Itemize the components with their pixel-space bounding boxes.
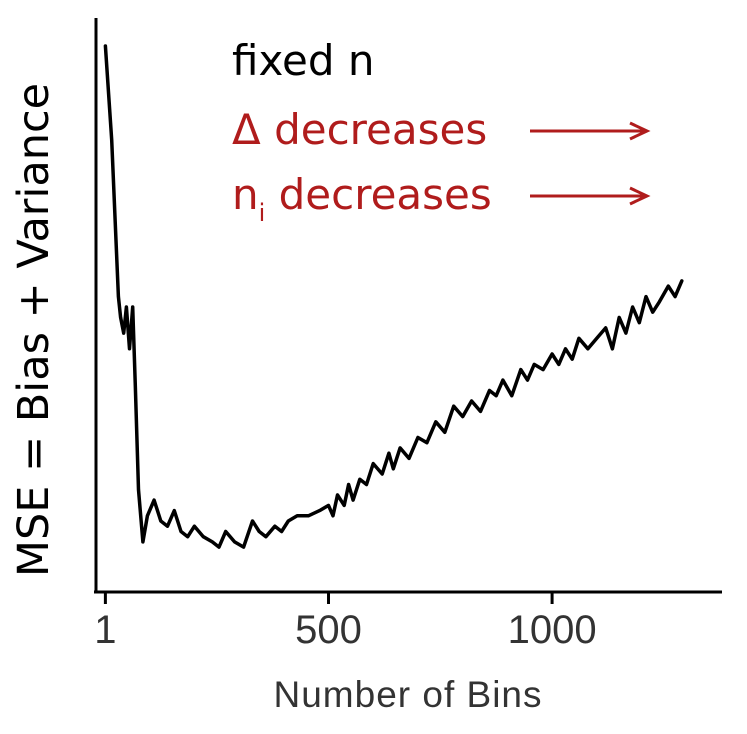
annotation-fixed-n: fixed n xyxy=(232,36,375,85)
annotation-delta-decreases: Δ decreases xyxy=(232,105,487,154)
annotation-ni-base: n xyxy=(232,170,259,219)
x-tick-group: 1 500 1000 xyxy=(94,592,597,652)
y-axis-label: MSE = Bias + Variance xyxy=(9,83,59,577)
annotation-ni-suffix: decreases xyxy=(265,170,491,219)
x-tick-label: 1 xyxy=(94,608,116,652)
arrow-right-icon xyxy=(530,186,651,206)
x-axis-label: Number of Bins xyxy=(274,674,543,715)
x-tick-label: 1000 xyxy=(508,608,597,652)
x-tick-label: 500 xyxy=(295,608,362,652)
annotation-ni-decreases: ni decreases xyxy=(232,170,492,227)
series-line xyxy=(103,44,684,549)
arrow-right-icon xyxy=(530,121,651,141)
annotation-ni-subscript: i xyxy=(259,199,266,227)
